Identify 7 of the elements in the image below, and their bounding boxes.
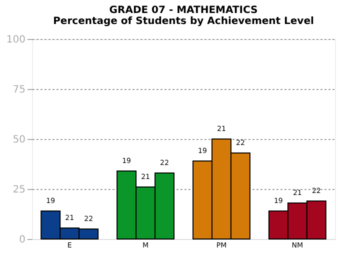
y-tick-label: 0	[19, 234, 26, 246]
y-tick-label: 75	[12, 84, 26, 96]
chart-subtitle: Percentage of Students by Achievement Level	[53, 16, 314, 27]
y-tick-label: 25	[12, 184, 26, 196]
y-tick-label: 50	[12, 134, 26, 146]
chart-title: GRADE 07 - MATHEMATICS	[109, 5, 258, 16]
y-tick-label: 100	[6, 34, 26, 46]
